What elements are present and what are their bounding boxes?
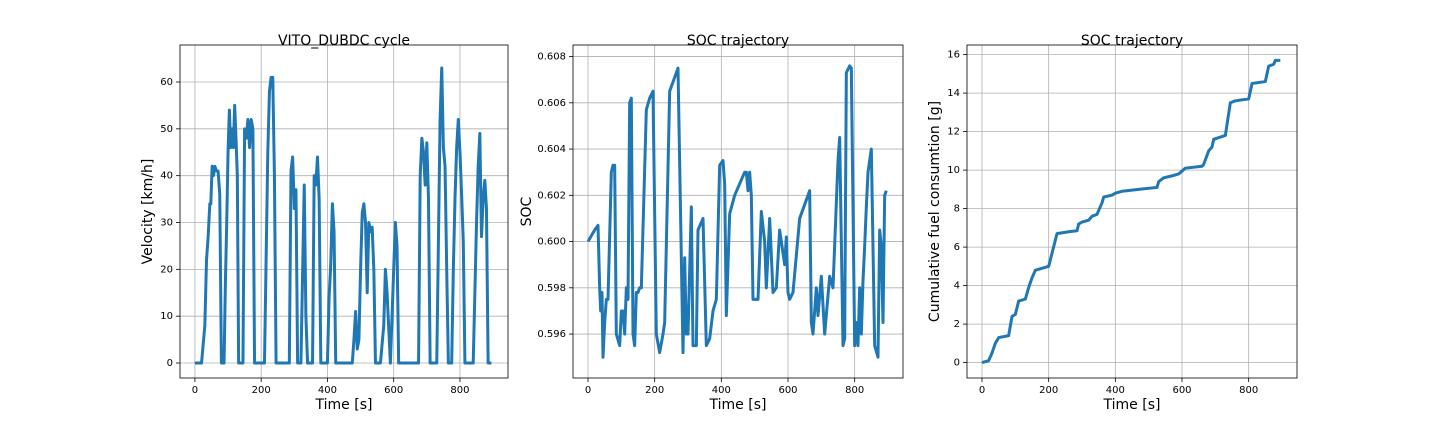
x-tick-label: 0: [192, 385, 198, 396]
x-tick-label: 0: [979, 385, 985, 396]
x-tick-label: 400: [712, 385, 731, 396]
x-tick-label: 800: [1239, 385, 1258, 396]
y-tick-label: 0: [954, 358, 960, 369]
x-tick-label: 200: [1039, 385, 1058, 396]
y-tick-label: 2: [954, 319, 960, 330]
x-tick-label: 600: [1172, 385, 1191, 396]
y-tick-label: 0: [167, 358, 173, 369]
x-tick-label: 400: [1106, 385, 1125, 396]
x-tick-label: 600: [384, 385, 403, 396]
y-tick-label: 0.598: [537, 283, 566, 294]
y-axis-label: Velocity [km/h]: [140, 159, 156, 265]
y-tick-label: 4: [954, 281, 960, 292]
axes-frame: [966, 44, 1298, 379]
y-axis-label: SOC: [519, 196, 535, 226]
y-tick-label: 8: [954, 204, 960, 215]
y-tick-label: 0.606: [537, 98, 566, 109]
axes-frame: [572, 44, 904, 379]
y-tick-label: 0.604: [537, 144, 566, 155]
x-tick-label: 0: [585, 385, 591, 396]
y-tick-label: 0.602: [537, 190, 566, 201]
y-tick-label: 14: [947, 88, 960, 99]
chart-title: SOC trajectory: [1081, 33, 1183, 49]
y-tick-label: 10: [947, 165, 960, 176]
x-axis-label: Time [s]: [315, 397, 373, 413]
x-axis-label: Time [s]: [1103, 397, 1161, 413]
chart-title: SOC trajectory: [687, 33, 789, 49]
x-tick-label: 200: [252, 385, 271, 396]
data-line: [586, 64, 888, 359]
y-tick-label: 60: [160, 77, 173, 88]
y-tick-label: 40: [160, 171, 173, 182]
y-tick-label: 0.596: [537, 329, 566, 340]
data-line: [194, 66, 492, 365]
x-axis-label: Time [s]: [709, 397, 767, 413]
y-tick-label: 0.608: [537, 52, 566, 63]
chart-title: VITO_DUBDC cycle: [278, 33, 410, 49]
y-tick-label: 20: [160, 264, 173, 275]
y-tick-label: 50: [160, 124, 173, 135]
x-tick-label: 800: [845, 385, 864, 396]
y-tick-label: 12: [947, 127, 960, 138]
y-tick-label: 0.600: [537, 237, 566, 248]
data-line: [981, 58, 1281, 365]
x-tick-label: 200: [645, 385, 664, 396]
y-tick-label: 30: [160, 218, 173, 229]
axes-frame: [179, 44, 509, 379]
y-tick-label: 10: [160, 311, 173, 322]
x-tick-label: 800: [450, 385, 469, 396]
y-tick-label: 6: [954, 242, 960, 253]
y-axis-label: Cumulative fuel consumtion [g]: [927, 101, 943, 322]
y-tick-label: 16: [947, 50, 960, 61]
x-tick-label: 600: [778, 385, 797, 396]
x-tick-label: 400: [318, 385, 337, 396]
